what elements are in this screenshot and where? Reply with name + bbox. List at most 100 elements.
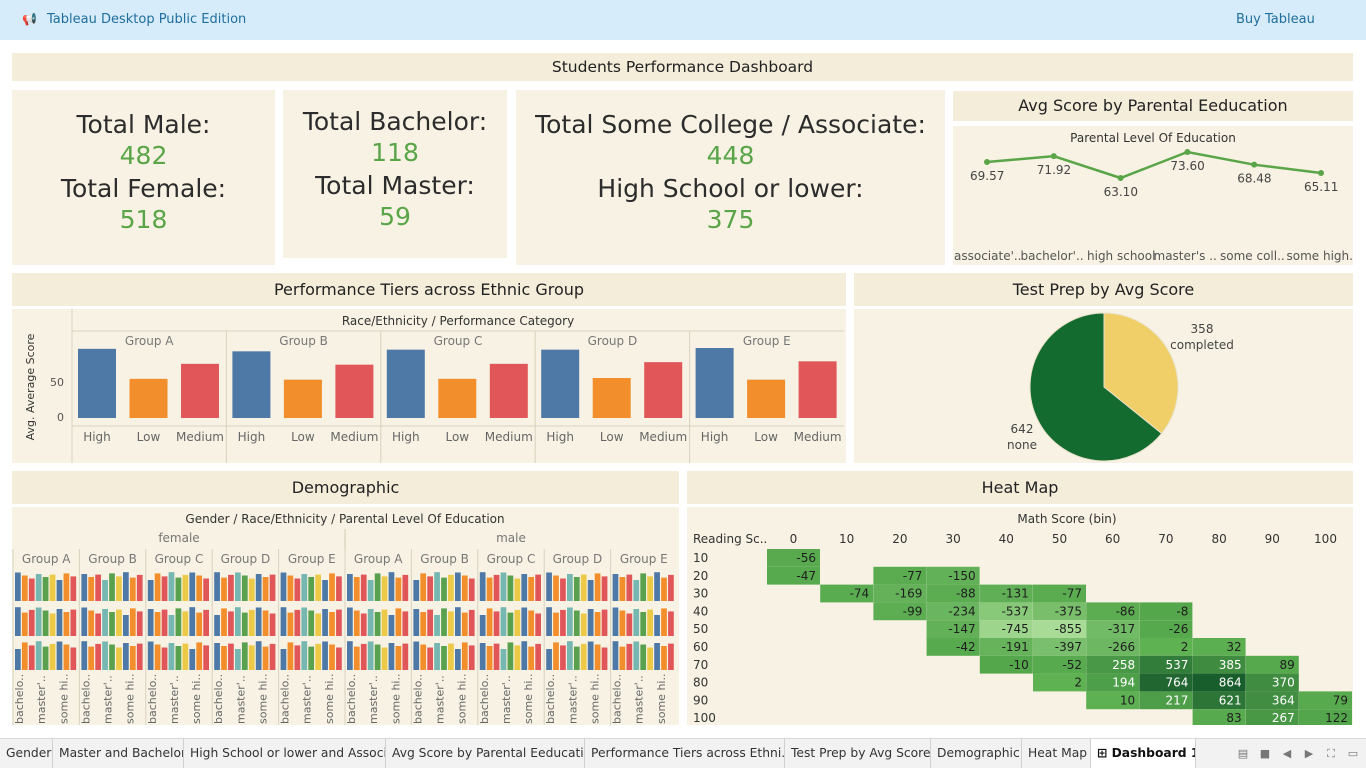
demographic-bar[interactable] [654,643,660,670]
heatmap-cell[interactable] [1033,638,1086,656]
demographic-bar[interactable] [189,649,196,670]
heatmap-cell[interactable] [926,584,980,603]
demographic-bar[interactable] [353,646,360,670]
demographic-bar[interactable] [360,613,367,637]
demographic-bar[interactable] [668,643,674,670]
demographic-bar[interactable] [88,577,95,601]
demographic-bar[interactable] [109,644,115,671]
demographic-bar[interactable] [308,577,315,601]
heatmap-cell[interactable] [1033,673,1086,692]
demographic-bar[interactable] [619,646,626,670]
demographic-bar[interactable] [388,643,395,670]
demographic-bar[interactable] [15,649,21,670]
demographic-bar[interactable] [15,572,21,602]
sheet-tab[interactable]: Avg Score by Parental Eeducation [386,739,585,768]
demographic-bar[interactable] [248,578,255,602]
demographic-bar[interactable] [360,574,367,601]
demographic-bar[interactable] [294,645,301,670]
demographic-bar[interactable] [553,575,559,602]
demographic-bar[interactable] [35,574,42,601]
demographic-bar[interactable] [521,607,528,637]
demographic-bar[interactable] [49,613,56,637]
fullscreen-icon[interactable]: ⛶ [1327,747,1335,760]
demographic-bar[interactable] [455,649,461,670]
demographic-bar[interactable] [21,612,28,636]
demographic-bar[interactable] [493,643,500,670]
demographic-bar[interactable] [49,643,56,670]
demographic-bar[interactable] [136,574,143,601]
demographic-bar[interactable] [486,577,493,601]
demographic-bar[interactable] [203,578,209,602]
demographic-bar[interactable] [647,576,653,601]
demographic-bar[interactable] [601,647,608,671]
heatmap-cell[interactable] [979,584,1033,603]
demographic-bar[interactable] [661,608,667,636]
demographic-bar[interactable] [461,612,468,636]
demographic-bar[interactable] [248,609,255,636]
demographic-bar[interactable] [95,574,101,601]
heatmap-cell[interactable] [1139,638,1193,656]
demographic-bar[interactable] [553,642,559,670]
ethnic-bar[interactable] [78,348,116,418]
demographic-bar[interactable] [102,609,108,636]
demographic-bar[interactable] [102,641,108,671]
demographic-bar[interactable] [567,641,573,670]
demographic-bar[interactable] [136,611,143,636]
heatmap-cell[interactable] [926,638,980,656]
heatmap-cell[interactable] [926,620,980,638]
demographic-bar[interactable] [360,643,367,670]
demographic-bar[interactable] [493,611,500,636]
demographic-bar[interactable] [168,643,175,670]
demographic-bar[interactable] [448,574,454,601]
device-icon[interactable]: ▭ [1347,747,1359,760]
heatmap-cell[interactable] [1192,638,1246,656]
demographic-bar[interactable] [123,572,129,601]
demographic-bar[interactable] [420,612,427,636]
demographic-bar[interactable] [468,645,475,670]
next-icon[interactable]: ▶ [1304,747,1314,760]
demographic-bar[interactable] [168,615,175,636]
heatmap-cell[interactable] [1192,691,1246,710]
demographic-bar[interactable] [262,646,269,670]
heatmap-cell[interactable] [1245,673,1299,692]
demographic-bar[interactable] [301,607,308,637]
demographic-bar[interactable] [189,572,196,602]
demographic-bar[interactable] [601,576,608,601]
demographic-bar[interactable] [594,573,601,601]
heatmap-cell[interactable] [926,566,980,585]
ethnic-bar[interactable] [129,378,168,418]
demographic-bar[interactable] [546,649,552,670]
prev-icon[interactable]: ◀ [1282,747,1292,760]
demographic-bar[interactable] [241,642,248,670]
demographic-bar[interactable] [35,641,42,670]
sheet-tab[interactable]: Performance Tiers across Ethni... [585,739,785,768]
demographic-bar[interactable] [336,576,342,601]
demographic-bar[interactable] [654,615,660,636]
heatmap-cell[interactable] [979,620,1033,638]
demographic-bar[interactable] [301,574,308,601]
demographic-bar[interactable] [448,611,454,636]
demographic-bar[interactable] [315,643,321,670]
ethnic-bar[interactable] [438,378,477,418]
demographic-bar[interactable] [427,647,433,671]
demographic-bar[interactable] [42,646,49,670]
demographic-bar[interactable] [528,610,535,637]
parental-point[interactable] [1318,170,1324,177]
demographic-bar[interactable] [168,572,175,601]
demographic-bar[interactable] [514,578,521,602]
demographic-bar[interactable] [507,642,514,670]
demographic-bar[interactable] [322,641,328,671]
demographic-bar[interactable] [507,575,514,602]
ethnic-bar[interactable] [283,379,322,418]
demographic-bar[interactable] [413,641,420,671]
parental-point[interactable] [1050,153,1057,160]
heatmap-cell[interactable] [1033,655,1086,674]
demographic-bar[interactable] [228,574,234,601]
demographic-bar[interactable] [102,580,108,601]
demographic-bar[interactable] [413,580,420,601]
demographic-bar[interactable] [367,580,374,601]
buy-tableau-link[interactable]: Buy Tableau [1236,12,1315,27]
demographic-bar[interactable] [367,609,374,636]
demographic-bar[interactable] [626,643,633,670]
heatmap-cell[interactable] [1192,655,1246,674]
